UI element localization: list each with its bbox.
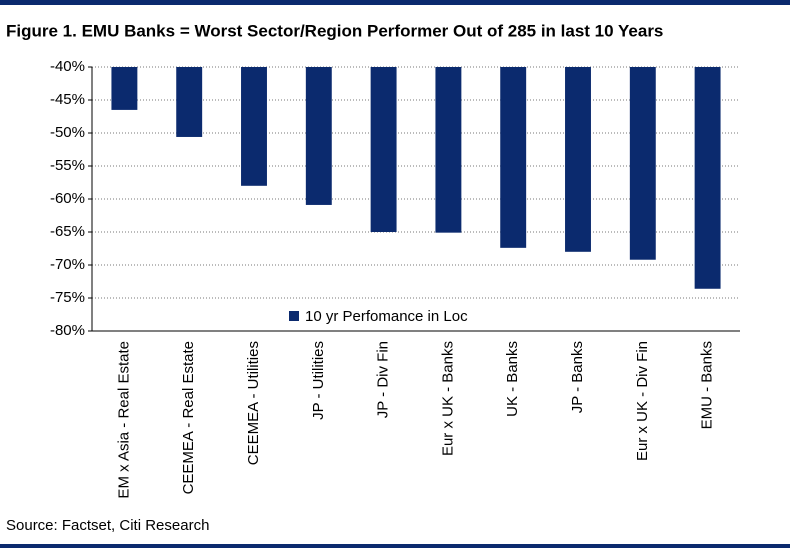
top-rule	[0, 0, 790, 5]
y-tick-label: -40%	[50, 58, 85, 75]
x-tick-label: CEEMEA - Real Estate	[180, 341, 197, 494]
x-tick-label: CEEMEA - Utilities	[245, 341, 262, 465]
x-tick-label: JP - Banks	[569, 341, 586, 413]
y-tick-label: -70%	[50, 256, 85, 273]
y-tick-label: -50%	[50, 124, 85, 141]
x-tick-label: EM x Asia - Real Estate	[115, 341, 132, 499]
chart-title: Figure 1. EMU Banks = Worst Sector/Regio…	[6, 21, 663, 40]
bar	[694, 67, 721, 289]
legend-label: 10 yr Perfomance in Loc	[305, 308, 468, 325]
x-tick-label: JP - Utilities	[310, 341, 327, 420]
y-tick-label: -65%	[50, 223, 85, 240]
y-tick-label: -80%	[50, 322, 85, 339]
bar	[305, 67, 332, 205]
y-tick-label: -45%	[50, 91, 85, 108]
bar	[629, 67, 656, 260]
bar	[500, 67, 527, 248]
x-tick-label: Eur x UK - Banks	[439, 341, 456, 456]
legend-swatch	[289, 311, 299, 321]
bar	[435, 67, 462, 233]
x-tick-label: UK - Banks	[504, 341, 521, 417]
bar	[111, 67, 138, 110]
y-tick-label: -60%	[50, 190, 85, 207]
bar	[565, 67, 591, 252]
bottom-rule	[0, 544, 790, 548]
bar	[176, 67, 203, 137]
y-tick-label: -75%	[50, 289, 85, 306]
source-note: Source: Factset, Citi Research	[6, 517, 209, 534]
y-tick-label: -55%	[50, 157, 85, 174]
x-tick-label: EMU - Banks	[699, 341, 716, 429]
x-tick-label: JP - Div Fin	[375, 341, 392, 418]
bar	[241, 67, 267, 186]
bar	[370, 67, 397, 232]
x-tick-label: Eur x UK - Div Fin	[634, 341, 651, 461]
